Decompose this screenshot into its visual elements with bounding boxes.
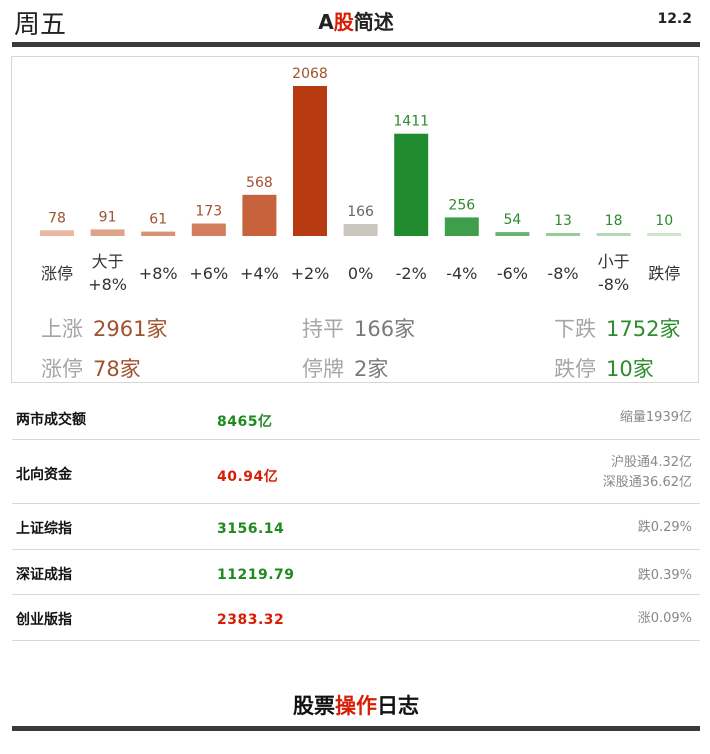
bar-10 [546, 233, 580, 236]
row-note-line1: 沪股通4.32亿 [611, 455, 692, 470]
table-row: 上证综指 3156.14 跌0.29% [12, 504, 700, 550]
category-label: +8% [139, 264, 178, 283]
category-label: -2% [396, 264, 427, 283]
bar-12 [647, 233, 682, 236]
bar-7 [394, 133, 429, 236]
stat-suspended-value: 2家 [354, 357, 389, 381]
bar-value-label: 91 [99, 209, 117, 225]
row-note: 沪股通4.32亿 深股通36.62亿 [603, 453, 692, 493]
row-note-line2: 深股通36.62亿 [602, 475, 692, 490]
row-note: 跌0.39% [637, 568, 692, 583]
stat-down-label: 下跌 [554, 317, 596, 341]
section-title-suffix: 日志 [377, 694, 419, 718]
bar-2 [141, 231, 176, 236]
row-name: 创业版指 [16, 612, 72, 628]
market-breadth-panel: 78 涨停 91 大于+8% 61 +8% 173 +6% 568 +4% 2068 +2% 166 0%… [11, 56, 699, 383]
category-label: 涨停 [41, 264, 73, 283]
stat-flat-value: 166家 [354, 317, 416, 341]
stat-limit-up-label: 涨停 [41, 357, 83, 381]
bar-value-label: 2068 [292, 66, 328, 82]
row-value: 40.94亿 [217, 469, 279, 485]
bar-value-label: 568 [246, 175, 273, 191]
bar-value-label: 10 [655, 213, 673, 229]
bar-value-label: 13 [554, 213, 572, 229]
title-suffix: 简述 [353, 10, 394, 34]
stat-flat: 持平 166家 [302, 313, 415, 343]
bar-11 [596, 233, 631, 236]
stat-suspended: 停牌 2家 [302, 353, 388, 383]
header: 周五 A股简述 12.2 [12, 0, 700, 44]
row-value: 3156.14 [217, 521, 285, 537]
row-value: 2383.32 [217, 612, 285, 628]
stat-down: 下跌 1752家 [554, 313, 680, 343]
category-label: 小于-8% [598, 252, 630, 294]
table-row: 创业版指 2383.32 涨0.09% [12, 595, 700, 641]
weekday-label: 周五 [14, 10, 67, 40]
bar-8 [444, 217, 479, 236]
bar-5 [293, 86, 327, 236]
stat-up-label: 上涨 [41, 317, 83, 341]
stat-limit-up-value: 78家 [93, 357, 141, 381]
stat-limit-down-value: 10家 [606, 357, 654, 381]
bar-value-label: 1411 [393, 114, 429, 130]
distribution-chart: 78 涨停 91 大于+8% 61 +8% 173 +6% 568 +4% 2068 +2% 166 0%… [40, 66, 682, 294]
stat-up-value: 2961家 [93, 317, 168, 341]
stat-up: 上涨 2961家 [41, 313, 167, 343]
stat-flat-label: 持平 [302, 317, 344, 341]
page-title: A股简述 [12, 6, 700, 35]
category-label: 大于+8% [88, 252, 127, 294]
bar-value-label: 166 [347, 204, 374, 220]
row-note: 涨0.09% [637, 611, 692, 626]
section-title-highlight: 操作 [335, 694, 377, 718]
title-highlight: 股 [333, 10, 354, 34]
bar-value-label: 256 [448, 197, 475, 213]
category-label: -6% [497, 264, 528, 283]
category-label: 0% [348, 264, 373, 283]
row-note: 跌0.29% [637, 520, 692, 535]
bar-3 [191, 223, 226, 236]
row-note: 缩量1939亿 [619, 410, 692, 425]
row-name: 北向资金 [16, 467, 72, 483]
stat-suspended-label: 停牌 [302, 357, 344, 381]
bar-value-label: 18 [605, 213, 623, 229]
stat-down-value: 1752家 [606, 317, 681, 341]
category-label: +2% [291, 264, 330, 283]
table-row: 北向资金 40.94亿 沪股通4.32亿 深股通36.62亿 [12, 440, 700, 504]
category-label: -8% [547, 264, 578, 283]
stat-limit-down-label: 跌停 [554, 357, 596, 381]
bar-value-label: 173 [195, 204, 222, 220]
market-summary-table: 两市成交额 8465亿 缩量1939亿 北向资金 40.94亿 沪股通4.32亿… [12, 395, 700, 641]
bar-0 [40, 230, 74, 236]
header-divider [12, 42, 700, 47]
bar-1 [90, 229, 125, 236]
row-name: 两市成交额 [16, 412, 86, 428]
bar-6 [343, 224, 378, 236]
stat-limit-down: 跌停 10家 [554, 353, 654, 383]
bar-value-label: 61 [149, 212, 167, 228]
row-value: 8465亿 [217, 414, 273, 430]
breadth-stats: 上涨 2961家 持平 166家 下跌 1752家 涨停 78家 停牌 2家 跌停 10家 [12, 307, 698, 383]
title-prefix: A [318, 10, 334, 34]
section-title-prefix: 股票 [293, 694, 335, 718]
category-label: 跌停 [648, 264, 680, 283]
bar-4 [242, 194, 277, 236]
category-label: +6% [189, 264, 228, 283]
bar-9 [495, 232, 530, 236]
bar-value-label: 54 [503, 212, 521, 228]
section-title: 股票操作日志 [12, 690, 700, 720]
bar-value-label: 78 [48, 210, 66, 226]
table-row: 两市成交额 8465亿 缩量1939亿 [12, 395, 700, 440]
date-label: 12.2 [657, 11, 692, 27]
category-label: -4% [446, 264, 477, 283]
row-value: 11219.79 [217, 567, 295, 583]
footer-divider [12, 726, 700, 731]
stat-limit-up: 涨停 78家 [41, 353, 141, 383]
category-label: +4% [240, 264, 279, 283]
row-name: 上证综指 [16, 521, 72, 537]
table-row: 深证成指 11219.79 跌0.39% [12, 550, 700, 595]
row-name: 深证成指 [16, 567, 72, 583]
